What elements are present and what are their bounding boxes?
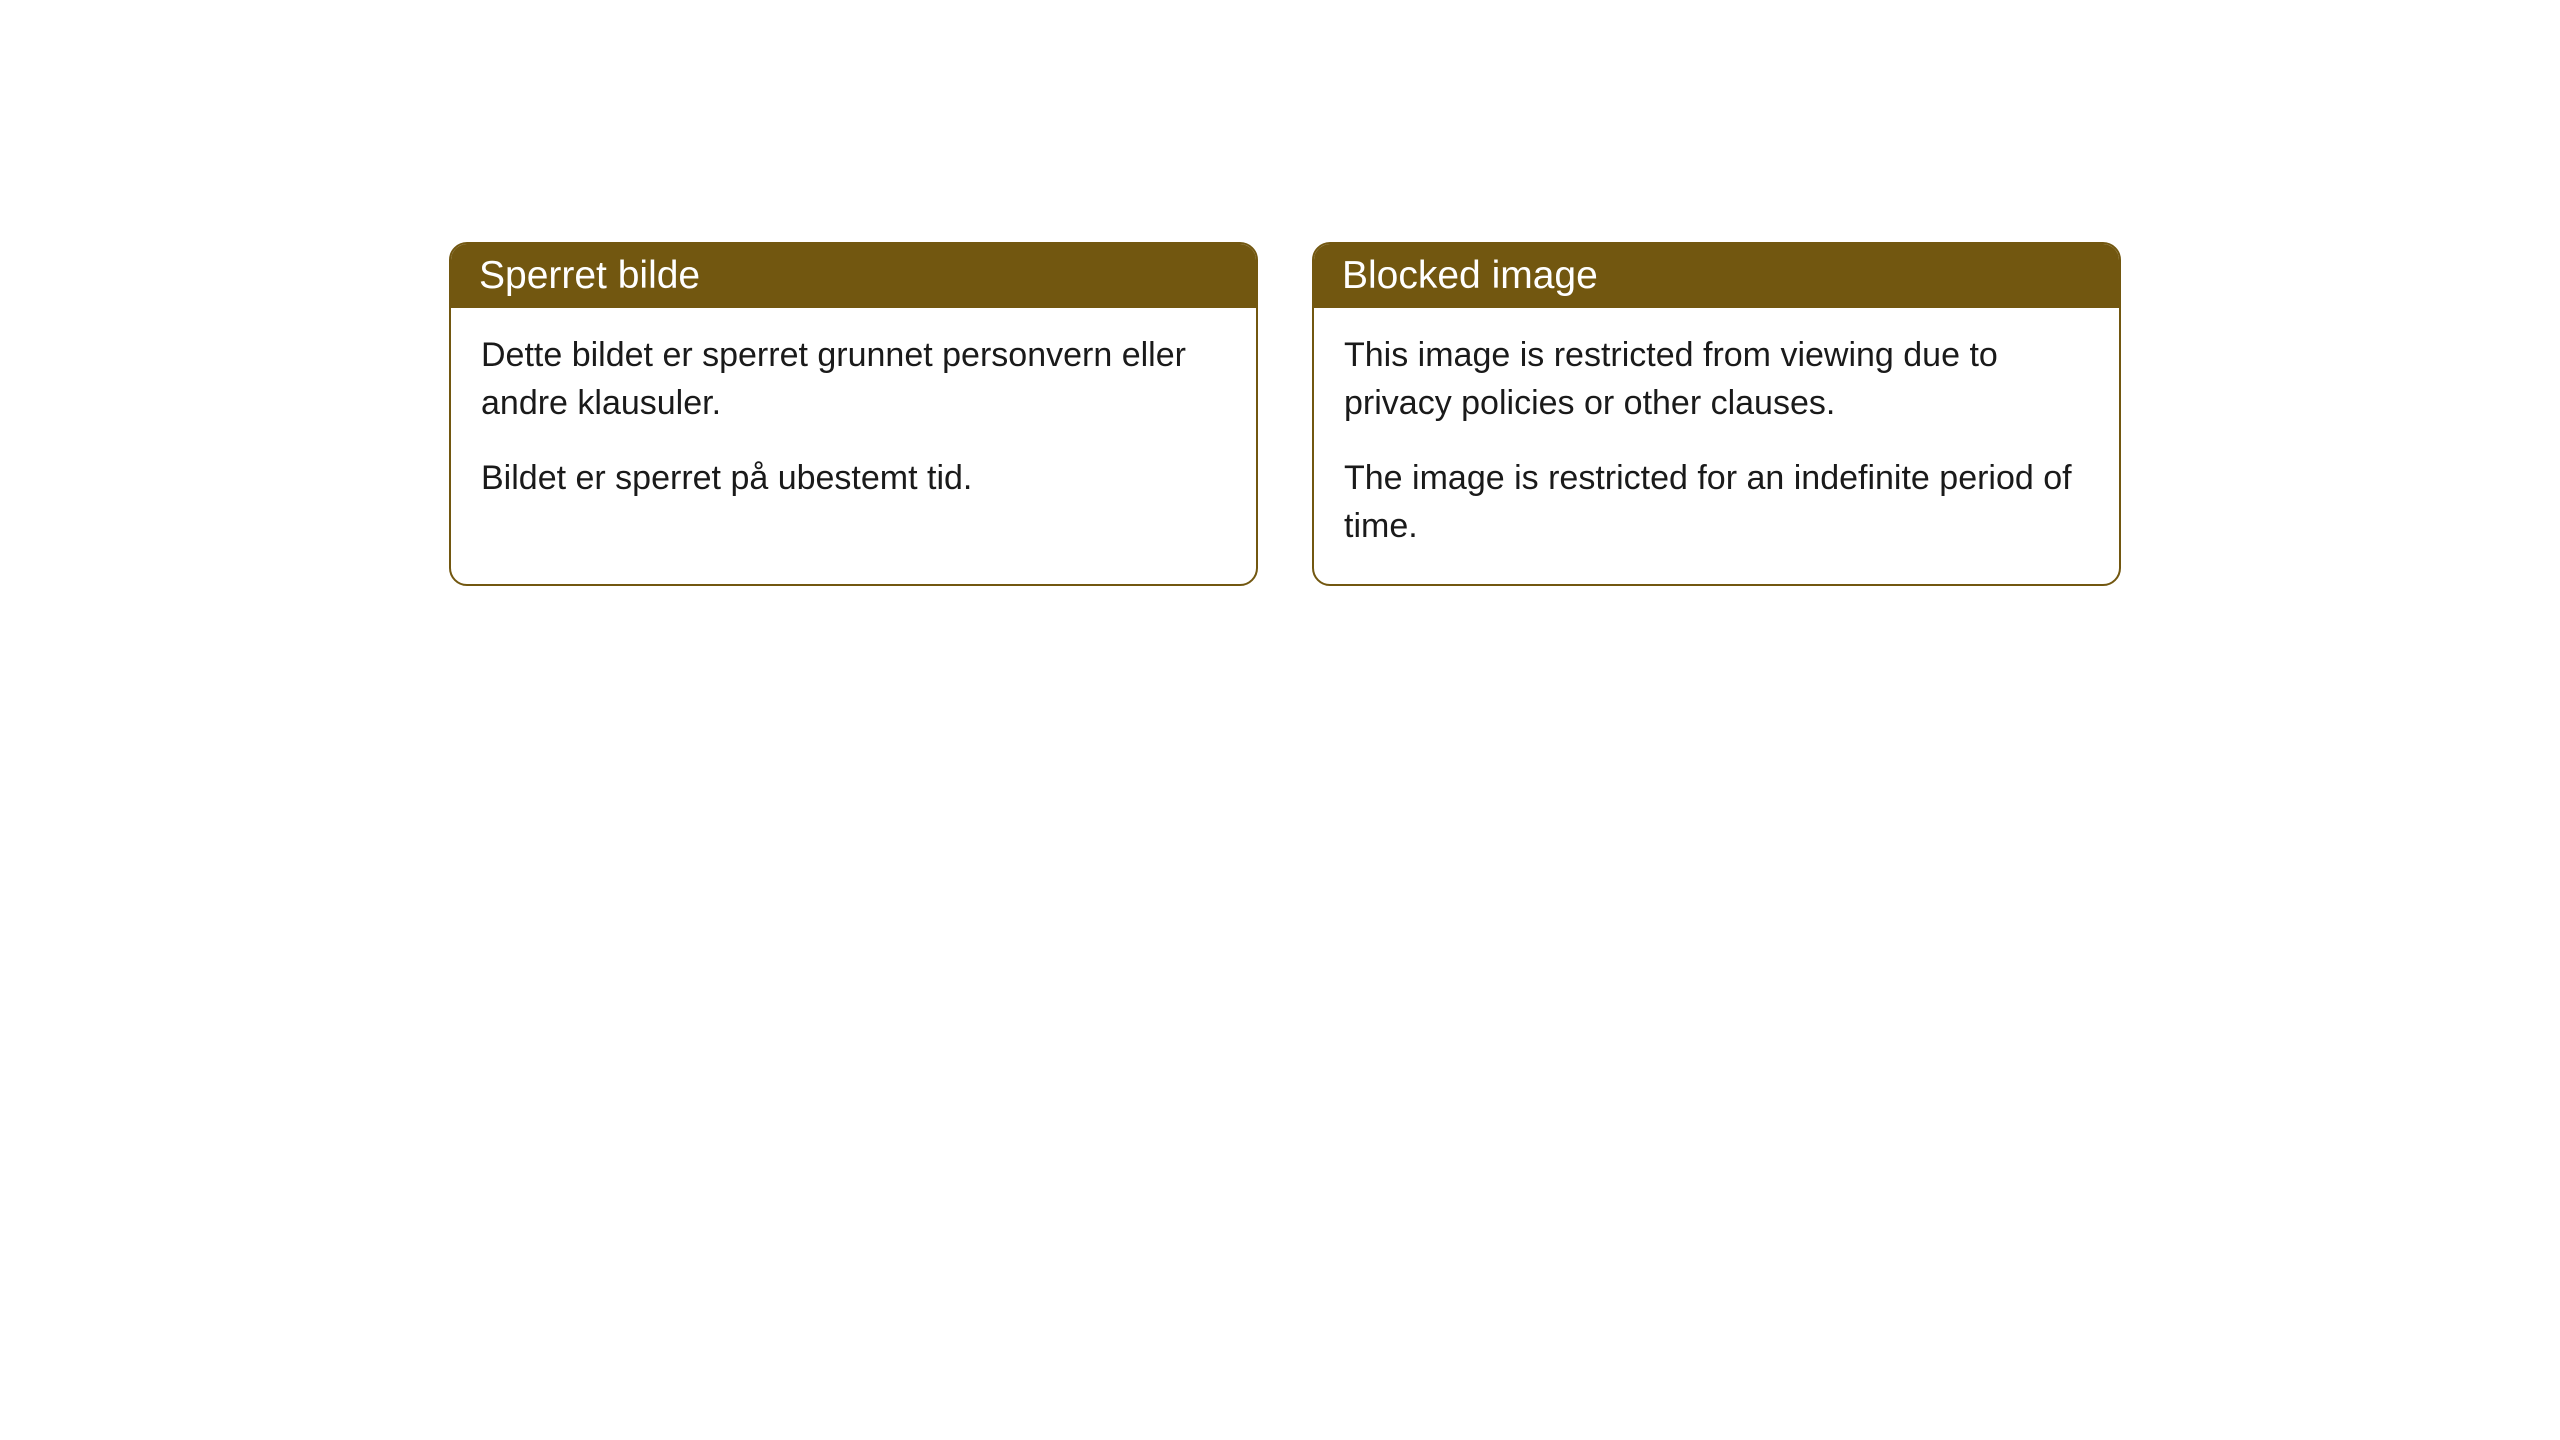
card-paragraph: Bildet er sperret på ubestemt tid. bbox=[481, 455, 1226, 503]
blocked-image-card-norwegian: Sperret bilde Dette bildet er sperret gr… bbox=[449, 242, 1258, 586]
card-header-norwegian: Sperret bilde bbox=[451, 244, 1256, 308]
blocked-image-container: Sperret bilde Dette bildet er sperret gr… bbox=[449, 242, 2121, 586]
card-paragraph: This image is restricted from viewing du… bbox=[1344, 332, 2089, 427]
blocked-image-card-english: Blocked image This image is restricted f… bbox=[1312, 242, 2121, 586]
card-header-english: Blocked image bbox=[1314, 244, 2119, 308]
card-paragraph: The image is restricted for an indefinit… bbox=[1344, 455, 2089, 550]
card-paragraph: Dette bildet er sperret grunnet personve… bbox=[481, 332, 1226, 427]
card-title: Sperret bilde bbox=[479, 254, 700, 297]
card-title: Blocked image bbox=[1342, 254, 1598, 297]
card-body-norwegian: Dette bildet er sperret grunnet personve… bbox=[451, 308, 1256, 537]
card-body-english: This image is restricted from viewing du… bbox=[1314, 308, 2119, 584]
